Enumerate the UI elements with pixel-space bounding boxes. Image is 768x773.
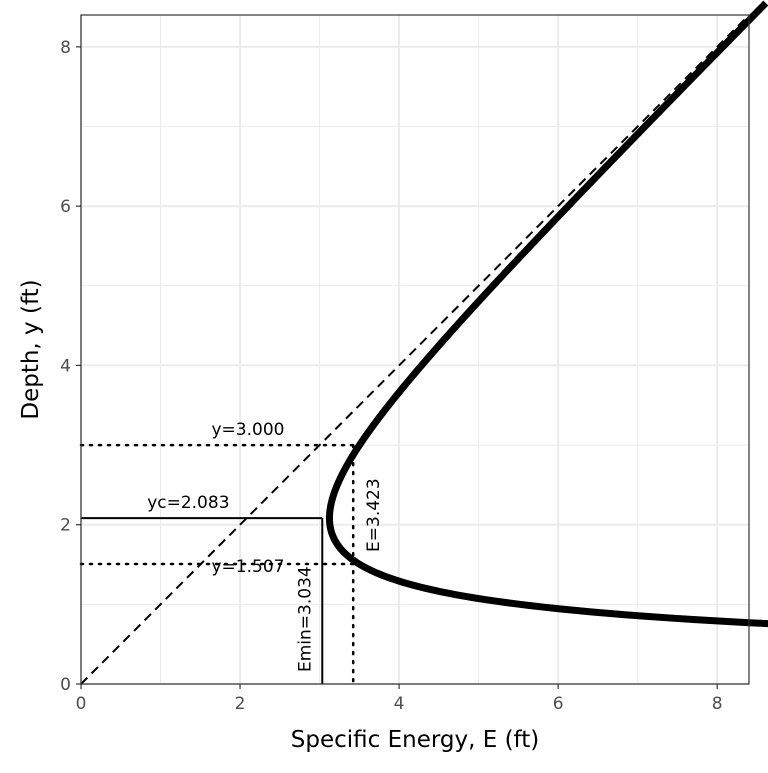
upper-depth-label: y=3.000	[212, 420, 285, 440]
energy-label: E=3.423	[364, 478, 384, 552]
energy-curve-layer	[325, 0, 768, 628]
x-axis-title: Specific Energy, E (ft)	[291, 727, 539, 753]
emin-label: Emin=3.034	[295, 566, 315, 672]
y-tick-label: 6	[60, 197, 71, 217]
lower-depth-label: y=1.507	[212, 557, 285, 577]
x-tick-label: 4	[394, 694, 405, 714]
x-tick-label: 8	[712, 694, 723, 714]
x-tick-label: 6	[553, 694, 564, 714]
panel-border	[80, 14, 750, 685]
critical-depth-label: yc=2.083	[147, 493, 229, 513]
x-tick-label: 2	[235, 694, 246, 714]
y-tick-label: 8	[60, 38, 71, 58]
axis-ticks: 0 2 4 6 8 0 2 4 6 8	[60, 38, 722, 714]
asymptote-line	[80, 14, 750, 685]
y-tick-label: 2	[60, 516, 71, 536]
annotations: y=3.000 yc=2.083 y=1.507 Emin=3.034 E=3.423	[147, 420, 384, 672]
x-tick-label: 0	[76, 694, 87, 714]
y-tick-label: 0	[60, 675, 71, 695]
reference-lines	[79, 14, 750, 686]
specific-energy-curve	[325, 0, 768, 628]
y-axis-title: Depth, y (ft)	[18, 279, 44, 419]
y-tick-label: 4	[60, 356, 71, 376]
